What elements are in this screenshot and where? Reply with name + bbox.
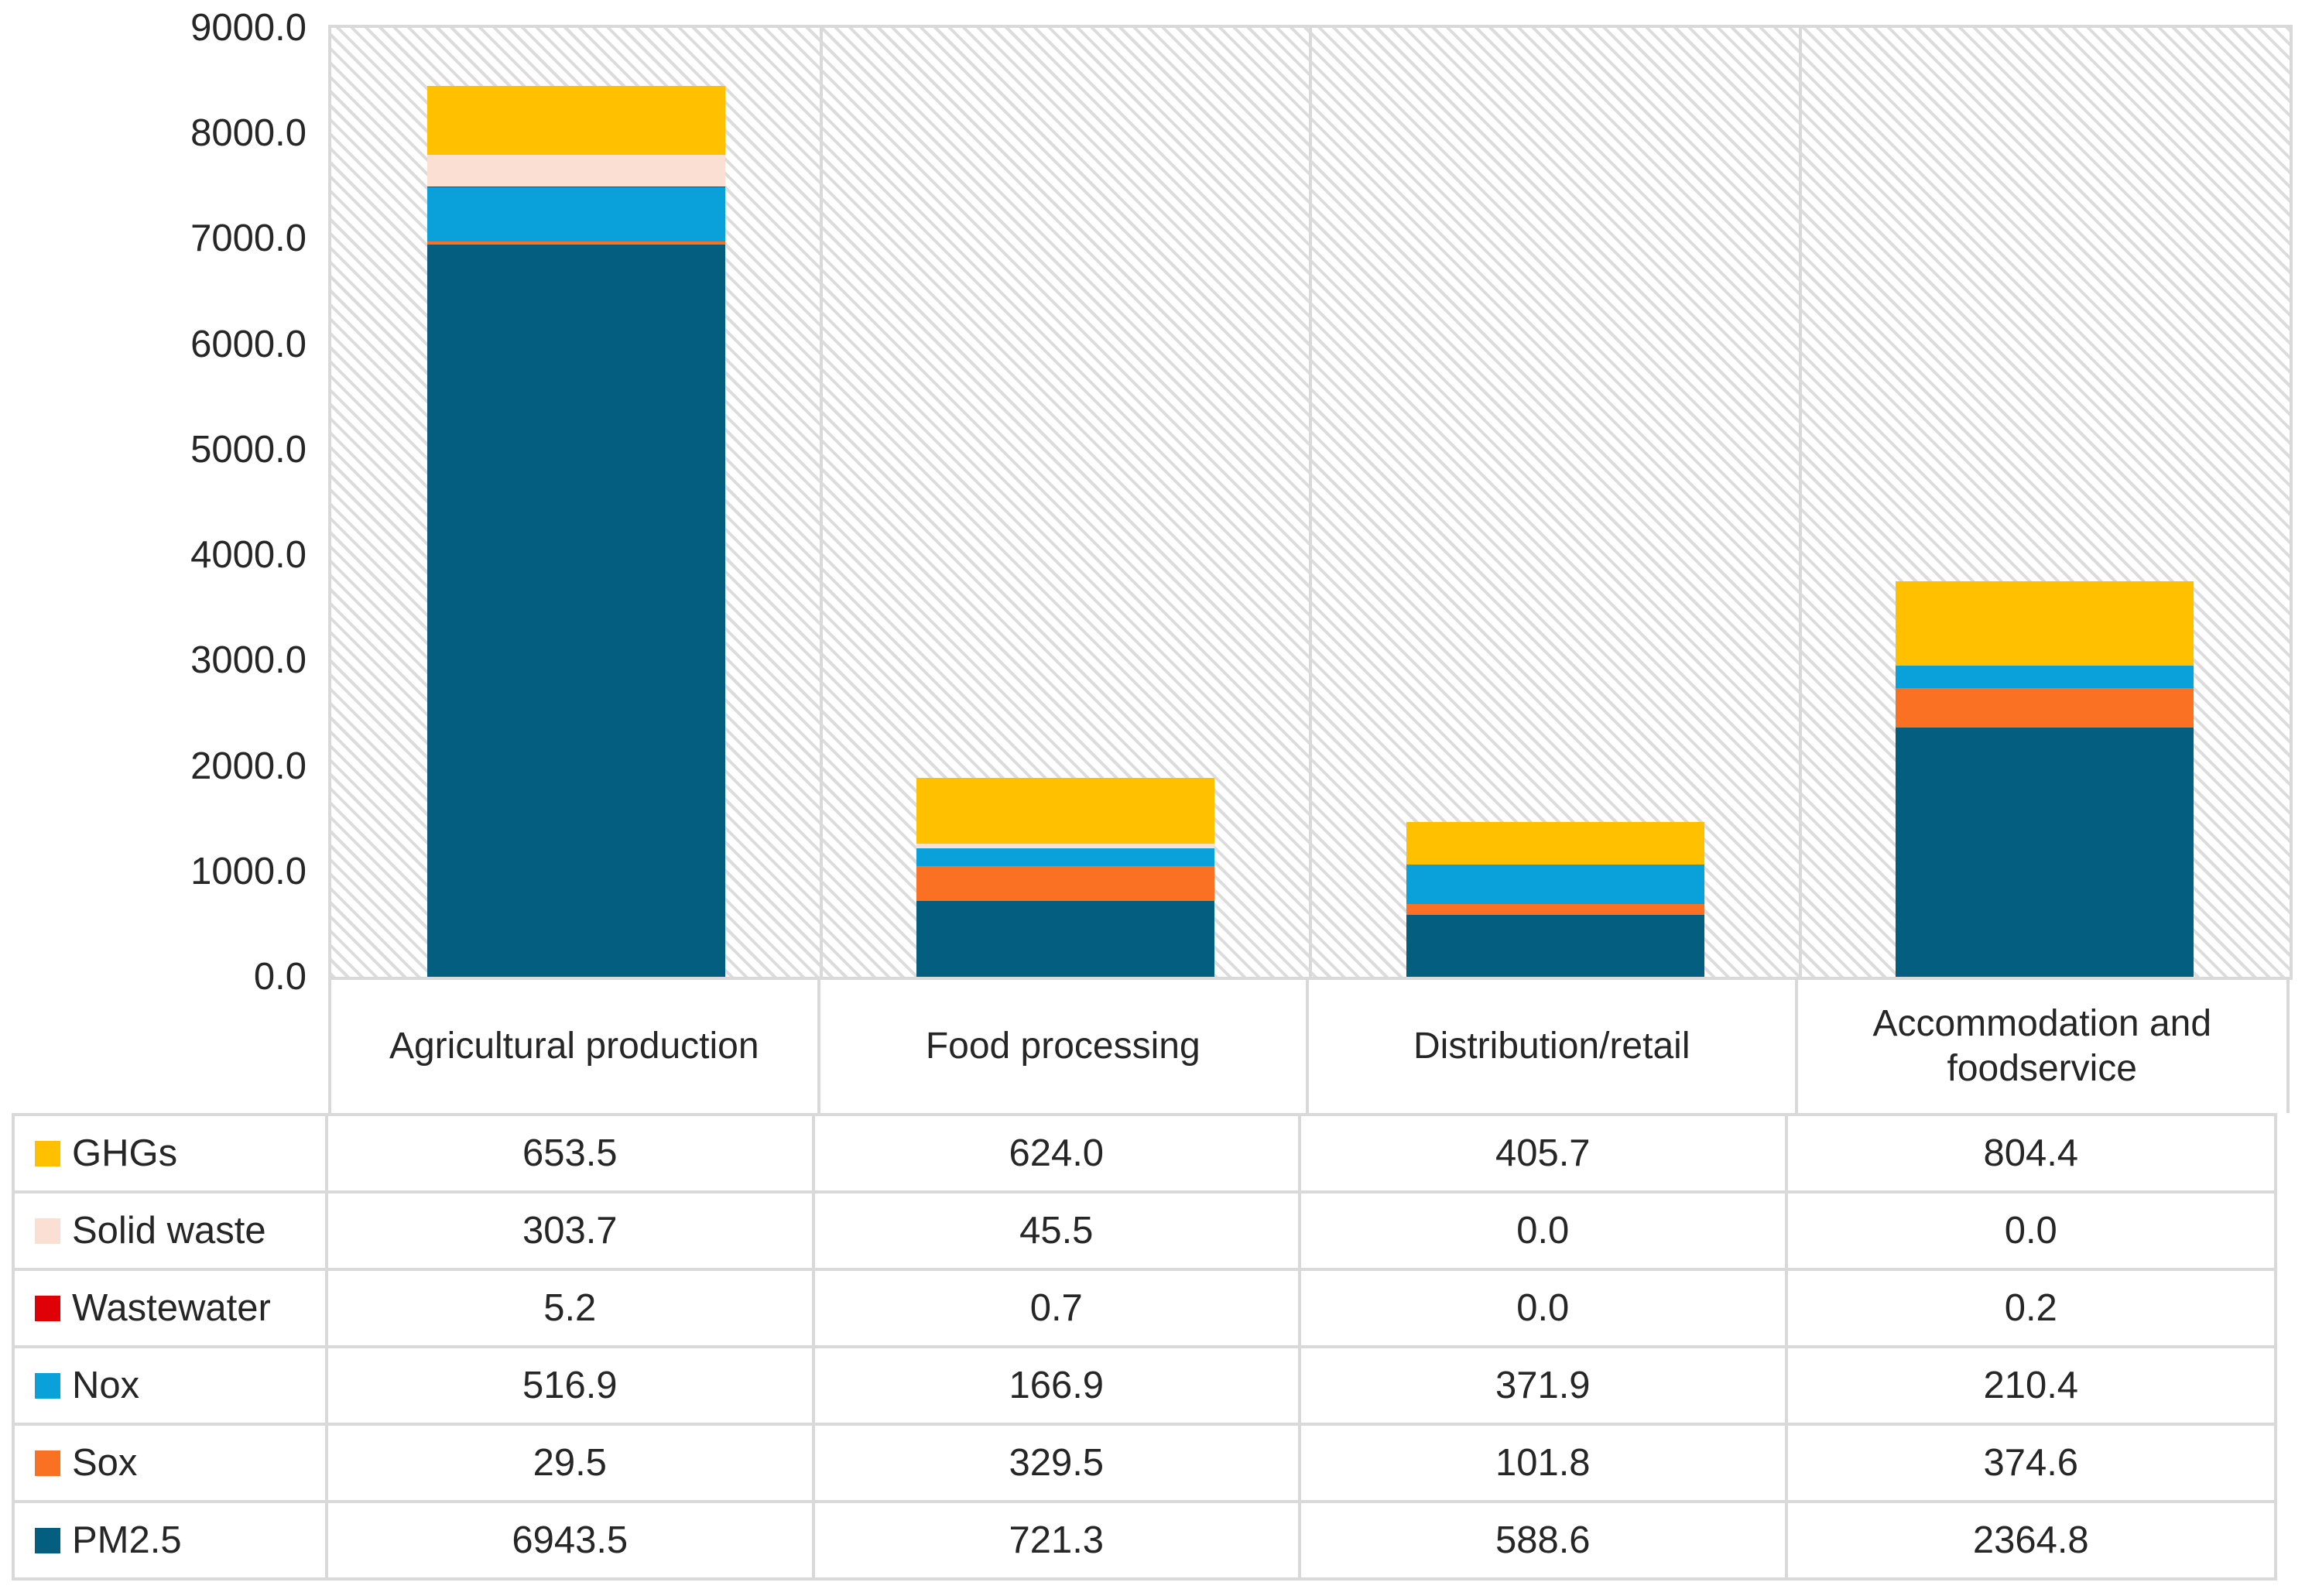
value-cell: 6943.5 <box>328 1503 815 1577</box>
bar-segment-pm2-5 <box>1406 914 1704 977</box>
y-axis-tick-label: 5000.0 <box>190 428 307 471</box>
value-cell: 804.4 <box>1787 1116 2274 1194</box>
stacked-bar <box>916 777 1215 977</box>
legend-cell: Wastewater <box>15 1271 328 1348</box>
stacked-bar <box>426 85 725 977</box>
bar-segment-pm2-5 <box>916 900 1215 977</box>
y-axis-tick-label: 0.0 <box>253 956 307 998</box>
value-cell: 303.7 <box>328 1194 815 1271</box>
value-cell: 0.0 <box>1301 1271 1788 1348</box>
sox-legend-swatch-icon <box>35 1450 60 1476</box>
plot-area <box>328 25 2293 980</box>
ghgs-legend-swatch-icon <box>35 1140 60 1166</box>
bar-segment-pm2-5 <box>1896 727 2194 977</box>
value-cell: 166.9 <box>814 1348 1301 1426</box>
bar-segment-nox <box>1406 865 1704 904</box>
legend-label: Sox <box>72 1442 138 1484</box>
value-cell: 329.5 <box>814 1426 1301 1503</box>
bar-segment-sox <box>426 241 725 245</box>
bar-segment-sox <box>1406 903 1704 915</box>
legend-cell: Sox <box>15 1426 328 1503</box>
value-cell: 29.5 <box>328 1426 815 1503</box>
value-cell: 45.5 <box>814 1194 1301 1271</box>
legend-label: Solid waste <box>72 1210 266 1252</box>
value-cell: 371.9 <box>1301 1348 1788 1426</box>
legend-cell: PM2.5 <box>15 1503 328 1577</box>
value-cell: 5.2 <box>328 1271 815 1348</box>
value-cell: 0.7 <box>814 1271 1301 1348</box>
value-cell: 101.8 <box>1301 1426 1788 1503</box>
legend-label: Wastewater <box>72 1287 271 1329</box>
category-slot-divider <box>1309 28 1312 977</box>
nox-legend-swatch-icon <box>35 1372 60 1399</box>
bar-segment-solid-waste <box>916 843 1215 849</box>
bar-segment-ghgs <box>1896 581 2194 666</box>
value-cell: 721.3 <box>815 1503 1301 1577</box>
y-axis: 9000.0 8000.0 7000.0 6000.0 5000.0 4000.0 3000… <box>0 0 307 1006</box>
bar-segment-nox <box>1896 666 2194 688</box>
legend-label: GHGs <box>72 1132 178 1174</box>
bar-segment-nox <box>426 187 725 242</box>
category-header-cell: Food processing <box>820 980 1309 1113</box>
value-cell: 0.0 <box>1787 1194 2274 1271</box>
y-axis-tick-label: 2000.0 <box>190 745 307 787</box>
value-cell: 0.0 <box>1301 1194 1788 1271</box>
category-header-cell: Distribution/retail <box>1309 980 1798 1113</box>
value-cell: 210.4 <box>1787 1348 2274 1426</box>
pm2-5-legend-swatch-icon <box>35 1527 60 1553</box>
y-axis-tick-label: 7000.0 <box>190 217 307 260</box>
legend-cell: Nox <box>15 1348 328 1426</box>
y-axis-tick-label: 4000.0 <box>190 534 307 577</box>
bar-segment-nox <box>916 848 1215 866</box>
bar-segment-pm2-5 <box>426 245 725 977</box>
bar-segment-sox <box>916 865 1215 901</box>
legend-cell: GHGs <box>15 1116 328 1194</box>
value-cell: 0.2 <box>1787 1271 2274 1348</box>
y-axis-tick-label: 8000.0 <box>190 112 307 155</box>
legend-label: PM2.5 <box>72 1519 182 1561</box>
legend-cell: Solid waste <box>15 1194 328 1271</box>
bar-segment-ghgs <box>916 777 1215 844</box>
data-table: GHGs 653.5 624.0 405.7 804.4 Solid waste 303.7… <box>12 1113 2277 1581</box>
legend-label: Nox <box>72 1365 140 1406</box>
stacked-bar <box>1896 581 2194 977</box>
stacked-bar <box>1406 822 1704 977</box>
category-slot-divider <box>1798 28 1802 977</box>
bars-layer <box>331 28 2290 977</box>
y-axis-tick-label: 9000.0 <box>190 7 307 49</box>
category-header-cell: Accommodation and foodservice <box>1872 1003 2212 1089</box>
bar-segment-solid-waste <box>426 154 725 187</box>
category-header-row: Agricultural production Food processing Di… <box>328 980 2290 1113</box>
bar-segment-ghgs <box>426 85 725 155</box>
bar-segment-ghgs <box>1406 822 1704 865</box>
value-cell: 2364.8 <box>1972 1519 2089 1561</box>
y-axis-tick-label: 1000.0 <box>190 850 307 892</box>
value-cell: 653.5 <box>328 1116 815 1194</box>
y-axis-tick-label: 3000.0 <box>190 639 307 682</box>
wastewater-legend-swatch-icon <box>35 1295 60 1321</box>
solid-waste-legend-swatch-icon <box>35 1218 60 1244</box>
bar-segment-sox <box>1896 687 2194 728</box>
value-cell: 624.0 <box>814 1116 1301 1194</box>
value-cell: 588.6 <box>1301 1503 1788 1577</box>
category-slot-divider <box>819 28 823 977</box>
value-cell: 516.9 <box>328 1348 815 1426</box>
value-cell: 374.6 <box>1787 1426 2274 1503</box>
category-header-cell: Agricultural production <box>331 980 820 1113</box>
y-axis-tick-label: 6000.0 <box>190 323 307 365</box>
value-cell: 405.7 <box>1301 1116 1788 1194</box>
